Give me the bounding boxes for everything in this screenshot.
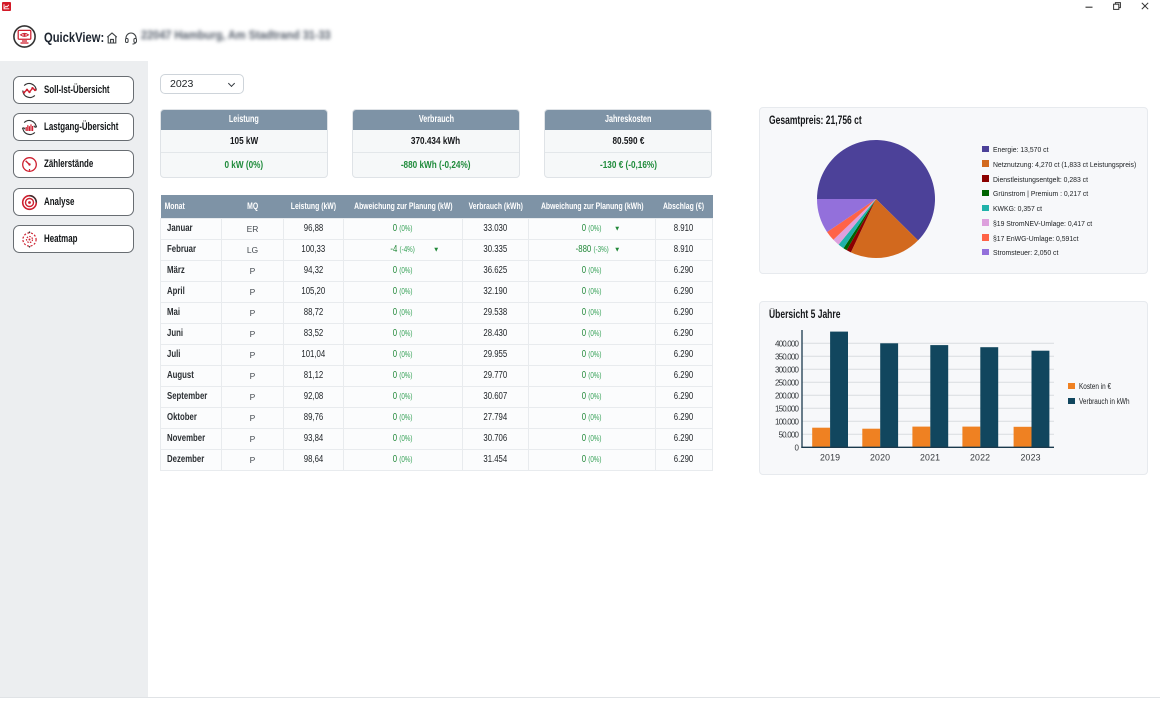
svg-text:2021: 2021: [920, 453, 940, 463]
svg-text:200.000: 200.000: [775, 391, 800, 400]
svg-text:2019: 2019: [820, 453, 840, 463]
svg-text:50.000: 50.000: [779, 430, 800, 439]
svg-text:0: 0: [795, 443, 800, 452]
svg-text:100.000: 100.000: [775, 417, 800, 426]
svg-text:400.000: 400.000: [775, 339, 800, 348]
svg-text:2022: 2022: [970, 453, 990, 463]
svg-text:350.000: 350.000: [775, 352, 800, 361]
svg-text:250.000: 250.000: [775, 378, 800, 387]
svg-text:300.000: 300.000: [775, 365, 800, 374]
svg-text:150.000: 150.000: [775, 404, 800, 413]
svg-text:2023: 2023: [1021, 453, 1041, 463]
svg-text:2020: 2020: [870, 453, 890, 463]
